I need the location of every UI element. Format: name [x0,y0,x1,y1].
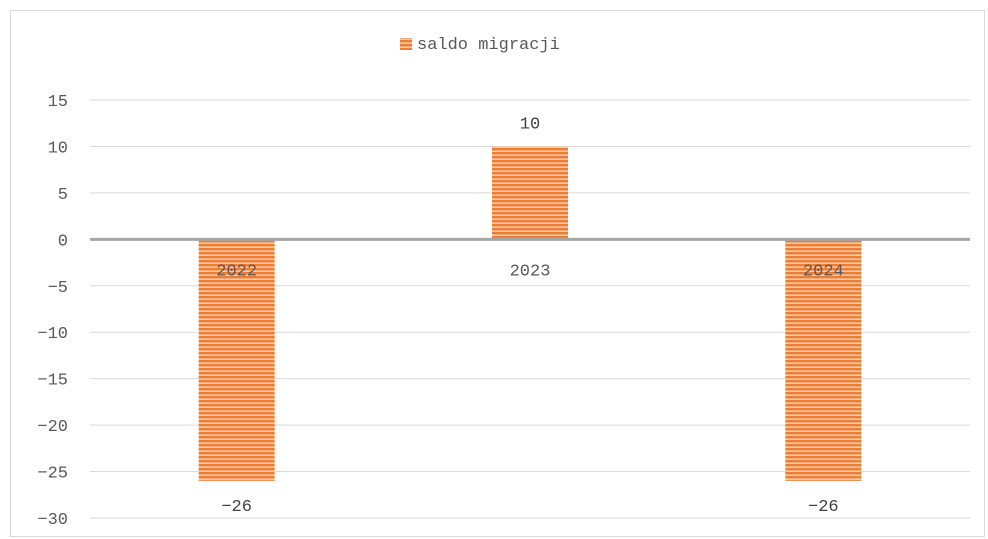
y-tick-label: 10 [48,139,68,158]
legend-label-saldo-migracji: saldo migracji [417,36,560,55]
y-tick-label: −30 [37,511,68,530]
bar-2023 [492,146,568,240]
y-tick-label: 5 [58,186,68,205]
y-axis-ticks: 15 10 5 0 −5 −10 −15 −20 −25 −30 [37,93,68,530]
data-label: −26 [808,498,839,517]
data-label: −26 [221,498,252,517]
x-tick-label-2022: 2022 [216,262,257,281]
y-tick-label: 15 [48,93,68,112]
data-labels: −26 10 −26 [221,115,838,516]
bars [198,146,862,481]
y-tick-label: 0 [58,232,68,251]
y-tick-label: −5 [48,279,68,298]
x-axis-ticks: 2022 2023 2024 [216,262,843,281]
y-tick-label: −20 [37,418,68,437]
x-tick-label-2023: 2023 [510,262,551,281]
y-tick-label: −15 [37,372,68,391]
y-tick-label: −25 [37,465,68,484]
data-label: 10 [520,115,540,134]
legend-swatch [400,38,412,50]
x-tick-label-2024: 2024 [803,262,844,281]
bar-2024 [785,239,862,481]
legend: saldo migracji [400,36,560,55]
y-tick-label: −10 [37,325,68,344]
bar-2022 [198,239,275,481]
